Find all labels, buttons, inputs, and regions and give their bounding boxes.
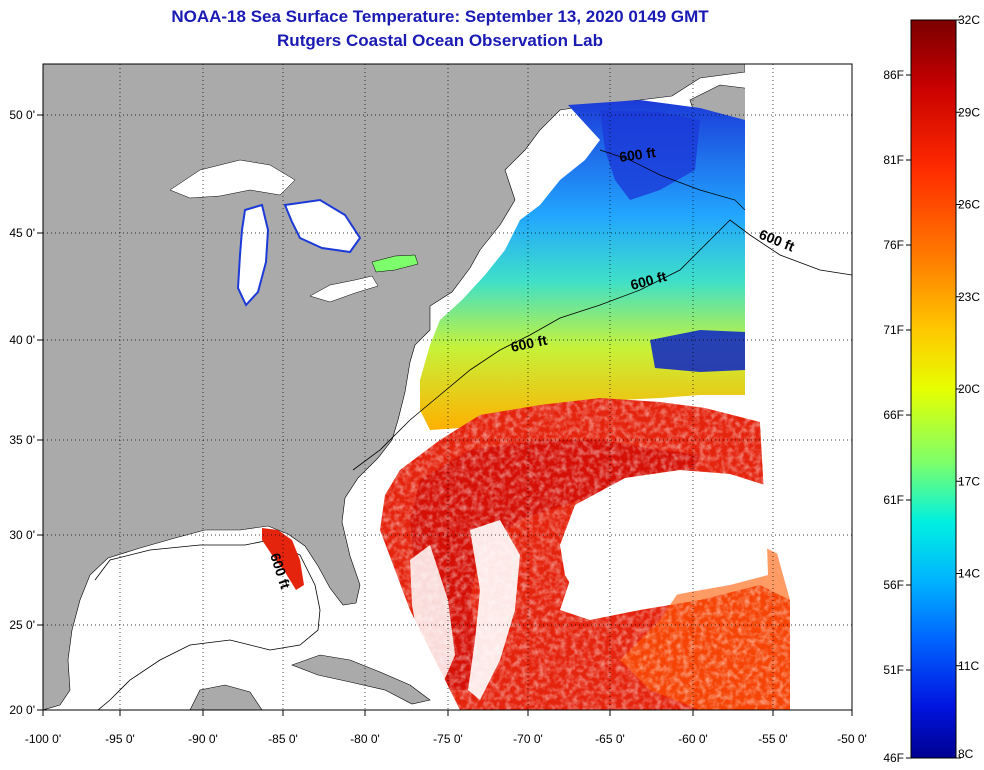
lake-ontario	[371, 254, 419, 273]
lon-tick-label: -65 0'	[595, 732, 625, 746]
lon-tick-label: -75 0'	[433, 732, 463, 746]
colorbar-celsius-label: 20C	[958, 382, 980, 396]
colorbar-fahrenheit-label: 81F	[883, 153, 904, 167]
lon-tick-label: -95 0'	[105, 732, 135, 746]
lon-tick-label: -60 0'	[678, 732, 708, 746]
cuba	[291, 654, 431, 705]
lon-tick-label: -90 0'	[188, 732, 218, 746]
colorbar-celsius-label: 26C	[958, 198, 980, 212]
lake-erie	[309, 275, 379, 303]
chart-subtitle: Rutgers Coastal Ocean Observation Lab	[277, 31, 603, 50]
colorbar-labels: 32C 29C 26C 23C 20C 17C 14C 11C 8C 86F 81F 76F 71F 66…	[883, 13, 980, 765]
colorbar-fahrenheit-label: 66F	[883, 408, 904, 422]
lon-tick-label: -80 0'	[350, 732, 380, 746]
lake-michigan	[236, 203, 270, 307]
yucatan	[189, 684, 263, 710]
lon-tick-label: -85 0'	[268, 732, 298, 746]
colorbar-fahrenheit-label: 56F	[883, 578, 904, 592]
lon-tick-label: -50 0'	[837, 732, 867, 746]
graticule	[43, 64, 852, 710]
colorbar-celsius-label: 8C	[958, 747, 974, 761]
lon-tick-label: -55 0'	[758, 732, 788, 746]
lat-tick-label: 20 0'	[9, 703, 35, 717]
contour-label-1: 600 ft	[618, 144, 657, 165]
sst-gulf-nfl	[262, 528, 304, 590]
colorbar-fahrenheit-label: 76F	[883, 238, 904, 252]
colorbar-fahrenheit-label: 46F	[883, 751, 904, 765]
sst-cold-band	[650, 330, 745, 372]
colorbar-fahrenheit-label: 61F	[883, 493, 904, 507]
colorbar-celsius-label: 29C	[958, 105, 980, 119]
latitude-axis: 50 0' 45 0' 40 0' 35 0' 30 0' 25 0' 20 0'	[9, 108, 43, 717]
longitude-axis: -100 0' -95 0' -90 0' -85 0' -80 0' -75 0' -70…	[25, 710, 867, 746]
lat-tick-label: 50 0'	[9, 108, 35, 122]
cloud-hurricane	[560, 470, 768, 608]
lake-huron	[283, 198, 362, 254]
chart-title: NOAA-18 Sea Surface Temperature: Septemb…	[171, 7, 709, 26]
land-north-america	[43, 64, 746, 710]
colorbar-celsius-label: 17C	[958, 474, 980, 488]
atlantic-shelf-contour	[352, 219, 852, 471]
lat-tick-label: 30 0'	[9, 528, 35, 542]
colorbar-fahrenheit-label: 71F	[883, 323, 904, 337]
colorbar-celsius-label: 23C	[958, 290, 980, 304]
lake-superior	[169, 159, 296, 199]
cloud-streak-2	[410, 545, 455, 690]
sst-cold-pool	[600, 110, 700, 200]
colorbar-fahrenheit-label: 51F	[883, 663, 904, 677]
colorbar-celsius-label: 14C	[958, 567, 980, 581]
colorbar	[910, 19, 957, 759]
lat-tick-label: 40 0'	[9, 333, 35, 347]
lat-tick-label: 35 0'	[9, 433, 35, 447]
lat-tick-label: 25 0'	[9, 618, 35, 632]
gulf-shelf-contour	[94, 539, 321, 710]
cloud-streak-1	[468, 520, 520, 700]
colorbar-fahrenheit-label: 86F	[883, 68, 904, 82]
gulf-maine-contour	[599, 149, 746, 211]
lon-tick-label: -70 0'	[513, 732, 543, 746]
colorbar-celsius-label: 32C	[958, 13, 980, 27]
lat-tick-label: 45 0'	[9, 226, 35, 240]
cloud-east-gap	[745, 64, 852, 710]
lon-tick-label: -100 0'	[25, 732, 61, 746]
colorbar-celsius-label: 11C	[958, 659, 979, 673]
contour-label-4: 600 ft	[509, 332, 548, 355]
